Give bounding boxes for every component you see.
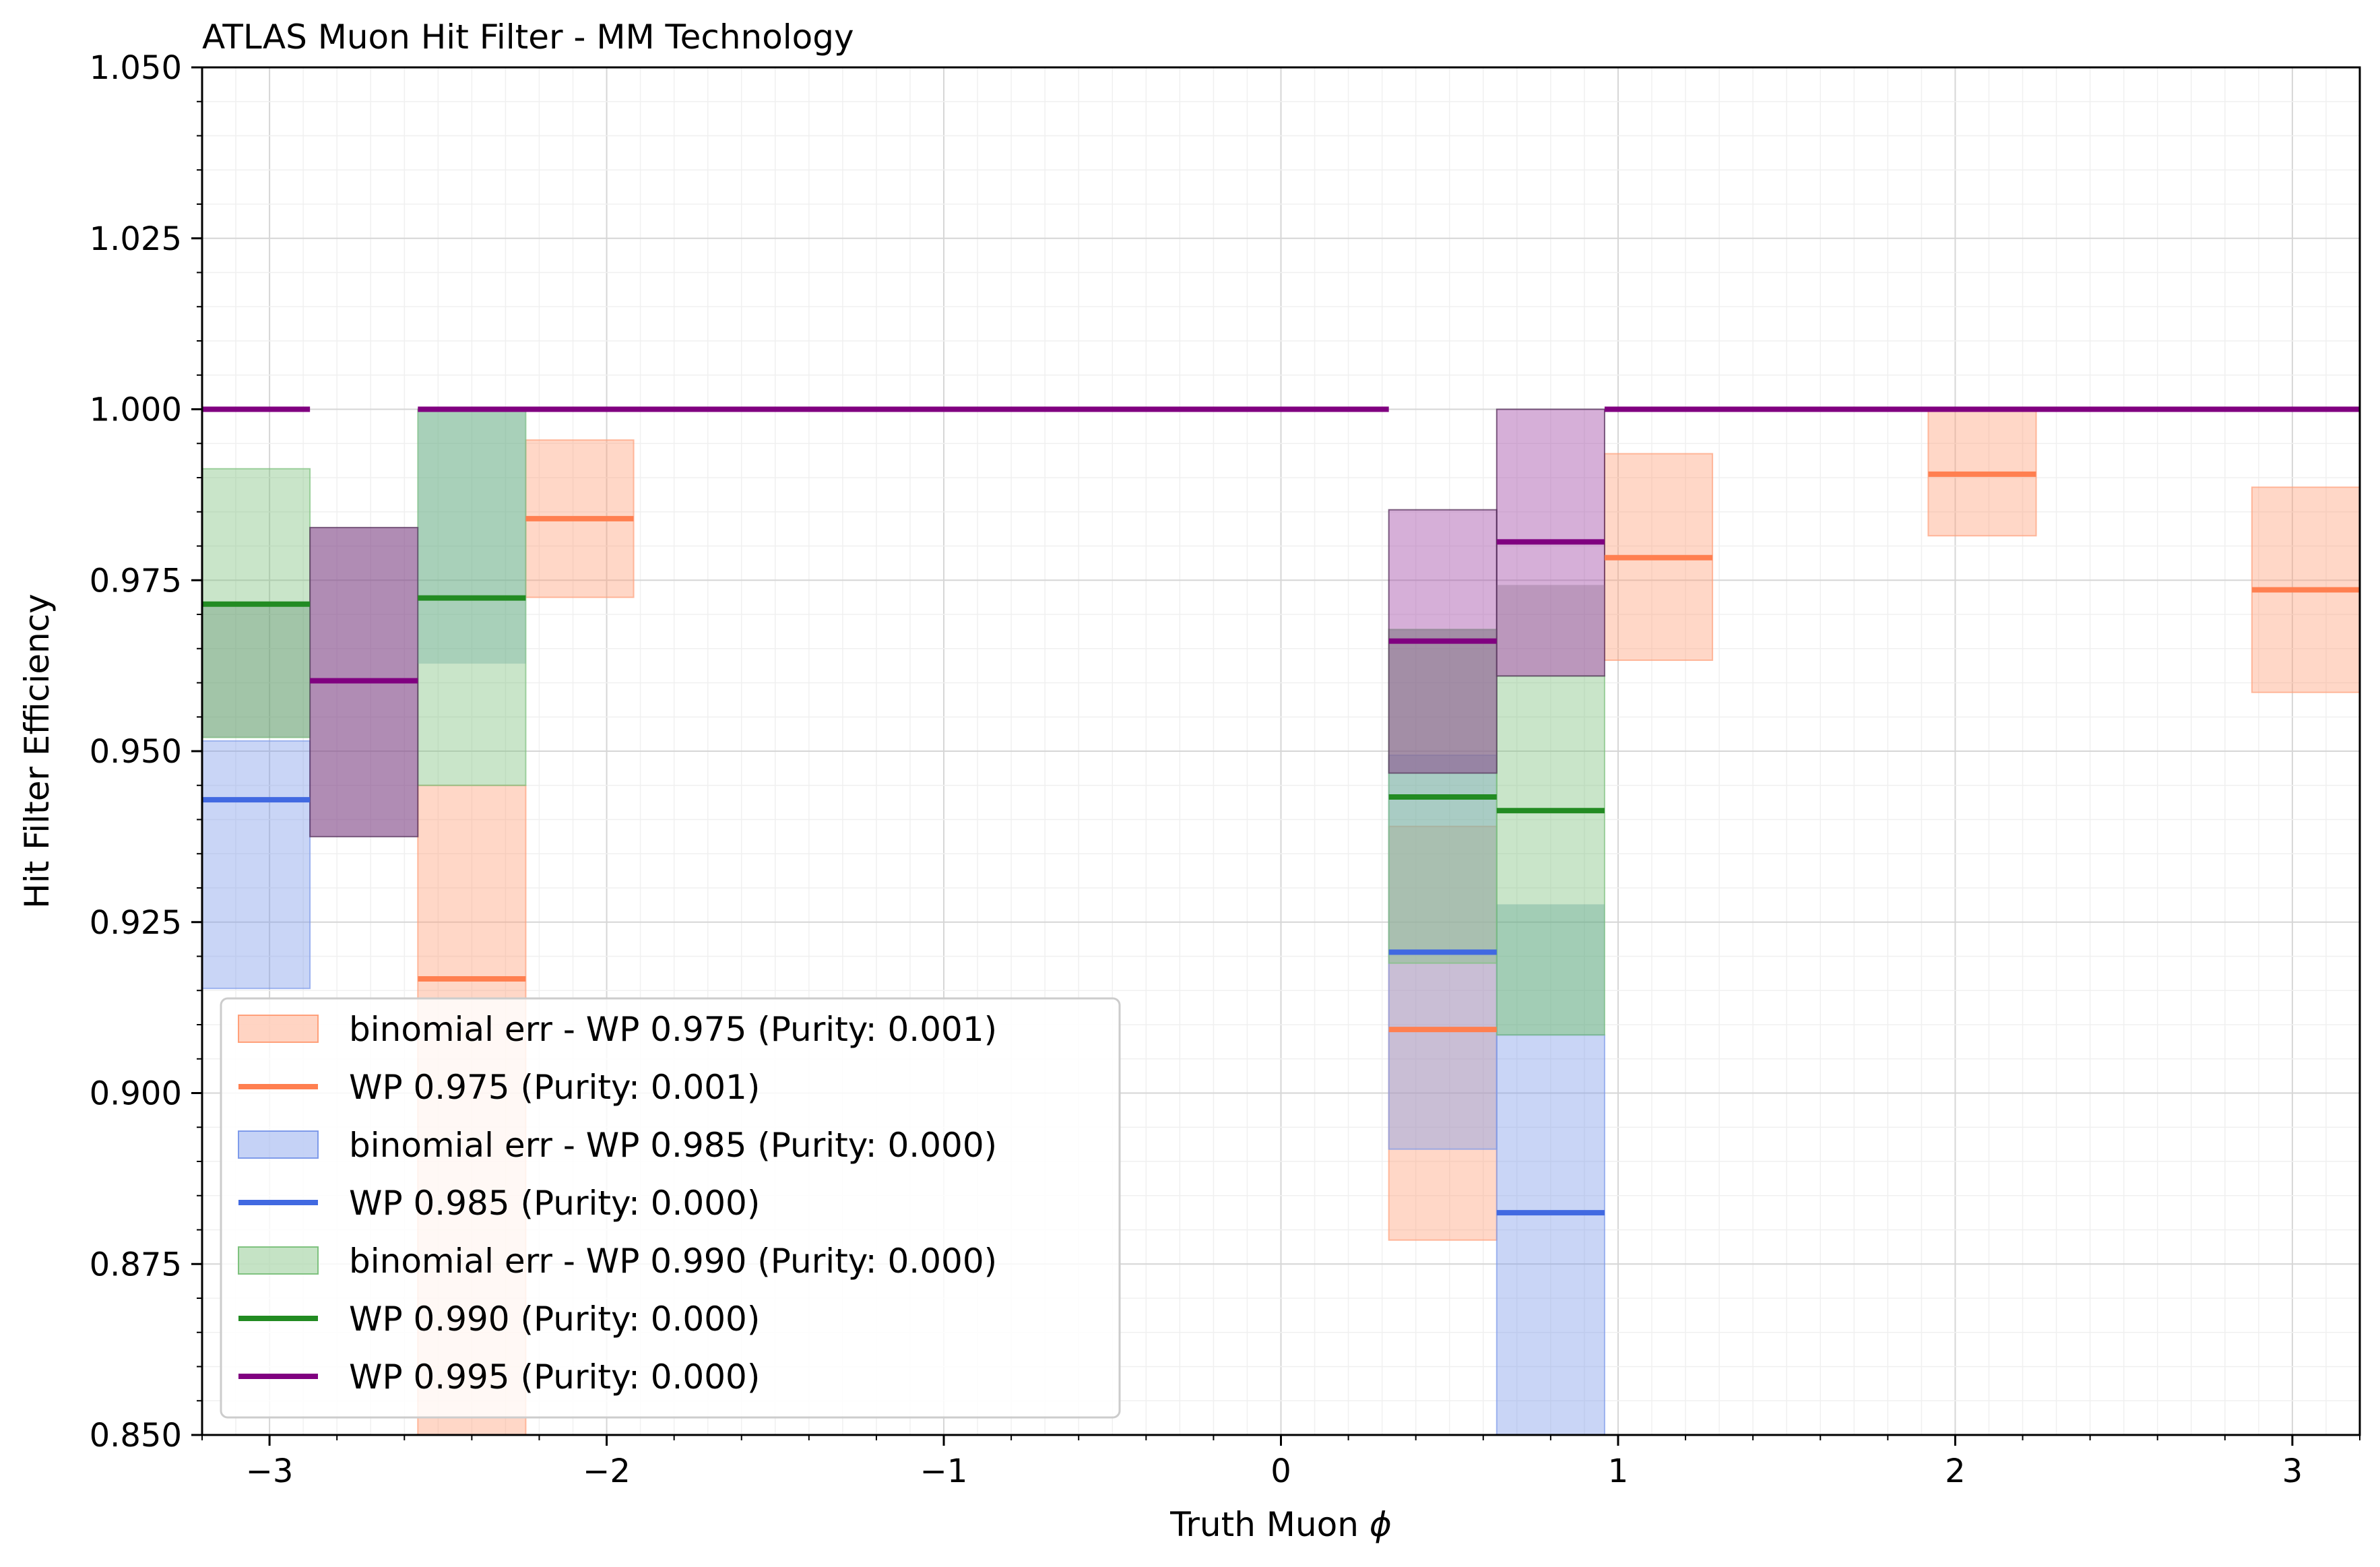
x-axis-label-symbol: ϕ	[1370, 1505, 1392, 1544]
x-axis-label-text: Truth Muon	[1169, 1505, 1359, 1544]
overlap-band	[1496, 585, 1605, 676]
axis-ticks: −3 −2 −1 0 1 2 3 0.850 0.875 0.900 0.925 0.950 0.975…	[90, 49, 2360, 1490]
chart-title: ATLAS Muon Hit Filter - MM Technology	[202, 18, 854, 57]
legend-label: binomial err - WP 0.975 (Purity: 0.001)	[349, 1010, 997, 1049]
y-axis-label: Hit Filter Efficiency	[18, 594, 57, 909]
x-axis-label: Truth Muon ϕ	[1169, 1505, 1392, 1544]
y-tick-label: 1.025	[90, 220, 182, 258]
x-tick-label: −2	[583, 1452, 631, 1490]
y-tick-label: 0.975	[90, 562, 182, 600]
error-band	[1495, 675, 1605, 1036]
legend-label: WP 0.985 (Purity: 0.000)	[349, 1184, 760, 1223]
y-tick-label: 0.850	[90, 1417, 182, 1454]
y-tick-label: 0.875	[90, 1246, 182, 1283]
legend-label: WP 0.990 (Purity: 0.000)	[349, 1300, 760, 1339]
y-tick-label: 1.000	[90, 391, 182, 429]
y-tick-label: 0.925	[90, 904, 182, 942]
error-band	[1388, 825, 1498, 1241]
legend: binomial err - WP 0.975 (Purity: 0.001) W…	[220, 997, 1121, 1419]
overlap-band	[1388, 629, 1497, 773]
legend-swatch-band	[238, 1130, 319, 1159]
legend-label: binomial err - WP 0.985 (Purity: 0.000)	[349, 1126, 997, 1165]
x-tick-label: 0	[1271, 1452, 1291, 1490]
x-tick-label: 3	[2282, 1452, 2303, 1490]
x-tick-label: −1	[920, 1452, 968, 1490]
legend-swatch-band	[238, 1015, 319, 1043]
error-band	[1495, 1034, 1605, 1436]
legend-swatch-band	[238, 1246, 319, 1275]
legend-label: WP 0.975 (Purity: 0.001)	[349, 1068, 760, 1107]
overlap-band	[1496, 904, 1605, 1035]
y-tick-label: 0.950	[90, 733, 182, 771]
x-tick-label: 2	[1945, 1452, 1966, 1490]
x-tick-label: 1	[1608, 1452, 1629, 1490]
y-tick-label: 1.050	[90, 49, 182, 87]
legend-label: WP 0.995 (Purity: 0.000)	[349, 1357, 760, 1397]
overlap-band	[202, 605, 311, 738]
error-band	[201, 740, 311, 990]
legend-label: binomial err - WP 0.990 (Purity: 0.000)	[349, 1242, 997, 1281]
x-tick-label: −3	[246, 1452, 294, 1490]
y-tick-label: 0.900	[90, 1075, 182, 1113]
efficiency-lines	[202, 406, 2360, 1216]
legend-box	[220, 997, 1121, 1419]
overlap-band	[418, 409, 526, 664]
